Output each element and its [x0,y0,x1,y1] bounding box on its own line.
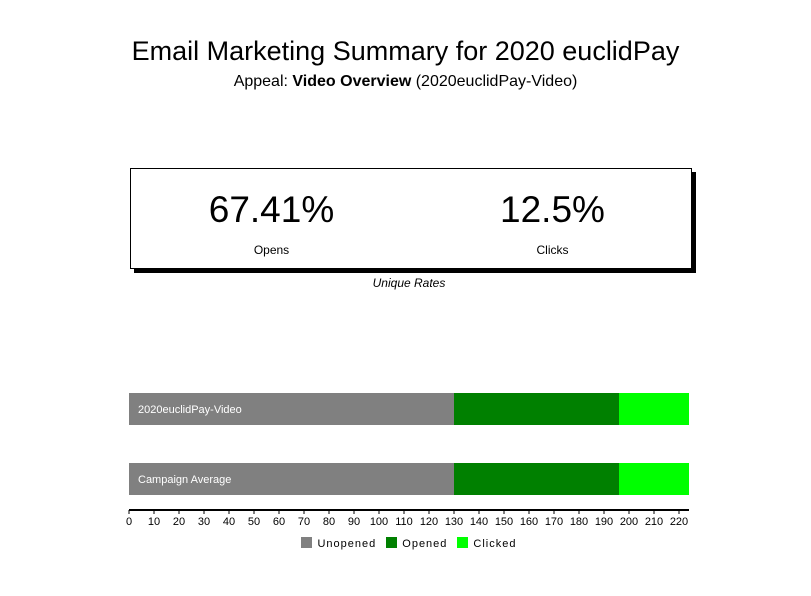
x-tick-label-2: 20 [173,516,185,528]
legend-label-opened: Opened [402,538,448,550]
unique-rates-caption: Unique Rates [372,276,446,290]
x-tick-label-13: 130 [445,516,463,528]
bar-label-1: Campaign Average [138,474,231,486]
legend-item-opened: Opened [386,537,447,550]
x-tick-label-1: 10 [148,516,160,528]
x-tick-label-15: 150 [495,516,513,528]
opens-rate: 67.41% Opens [131,189,412,258]
bar-unopened-0 [129,393,454,425]
appeal-code: (2020euclidPay-Video) [411,73,578,90]
appeal-prefix: Appeal: [233,73,293,90]
bar-opened-0 [454,393,619,425]
appeal-subtitle: Appeal: Video Overview (2020euclidPay-Vi… [0,72,811,92]
x-tick-label-16: 160 [520,516,538,528]
legend-item-unopened: Unopened [301,537,376,550]
chart-legend: Unopened Opened Clicked [0,537,811,550]
appeal-name: Video Overview [292,73,412,90]
x-tick-label-17: 170 [545,516,563,528]
x-tick-label-11: 110 [395,516,413,528]
opens-rate-label: Opens [253,243,290,257]
x-tick-label-4: 40 [223,516,235,528]
x-tick-label-18: 180 [570,516,588,528]
bar-opened-1 [454,463,619,495]
x-tick-label-20: 200 [620,516,638,528]
x-tick-label-14: 140 [470,516,488,528]
opens-rate-value: 67.41% [208,189,335,230]
bar-clicked-0 [619,393,689,425]
unique-rates-panel: 67.41% Opens 12.5% Clicks [130,168,692,269]
x-tick-label-3: 30 [198,516,210,528]
x-tick-label-12: 120 [420,516,438,528]
x-tick-label-8: 80 [323,516,335,528]
legend-swatch-clicked [457,537,469,548]
legend-item-clicked: Clicked [457,537,516,550]
x-tick-label-5: 50 [248,516,260,528]
bar-label-0: 2020euclidPay-Video [138,404,242,416]
x-tick-label-22: 220 [670,516,688,528]
bar-clicked-1 [619,463,689,495]
x-tick-label-0: 0 [126,516,132,528]
clicks-rate: 12.5% Clicks [412,189,693,258]
x-tick-label-9: 90 [348,516,360,528]
x-tick-label-6: 60 [273,516,285,528]
x-tick-label-7: 70 [298,516,310,528]
legend-swatch-opened [386,537,398,548]
clicks-rate-label: Clicks [536,243,569,257]
legend-swatch-unopened [301,537,313,548]
page-title: Email Marketing Summary for 2020 euclidP… [131,36,680,66]
x-tick-label-10: 100 [370,516,388,528]
x-tick-label-21: 210 [645,516,663,528]
x-tick-label-19: 190 [595,516,613,528]
legend-label-clicked: Clicked [473,538,517,550]
bar-unopened-1 [129,463,454,495]
legend-label-unopened: Unopened [317,538,377,550]
clicks-rate-value: 12.5% [500,189,605,230]
